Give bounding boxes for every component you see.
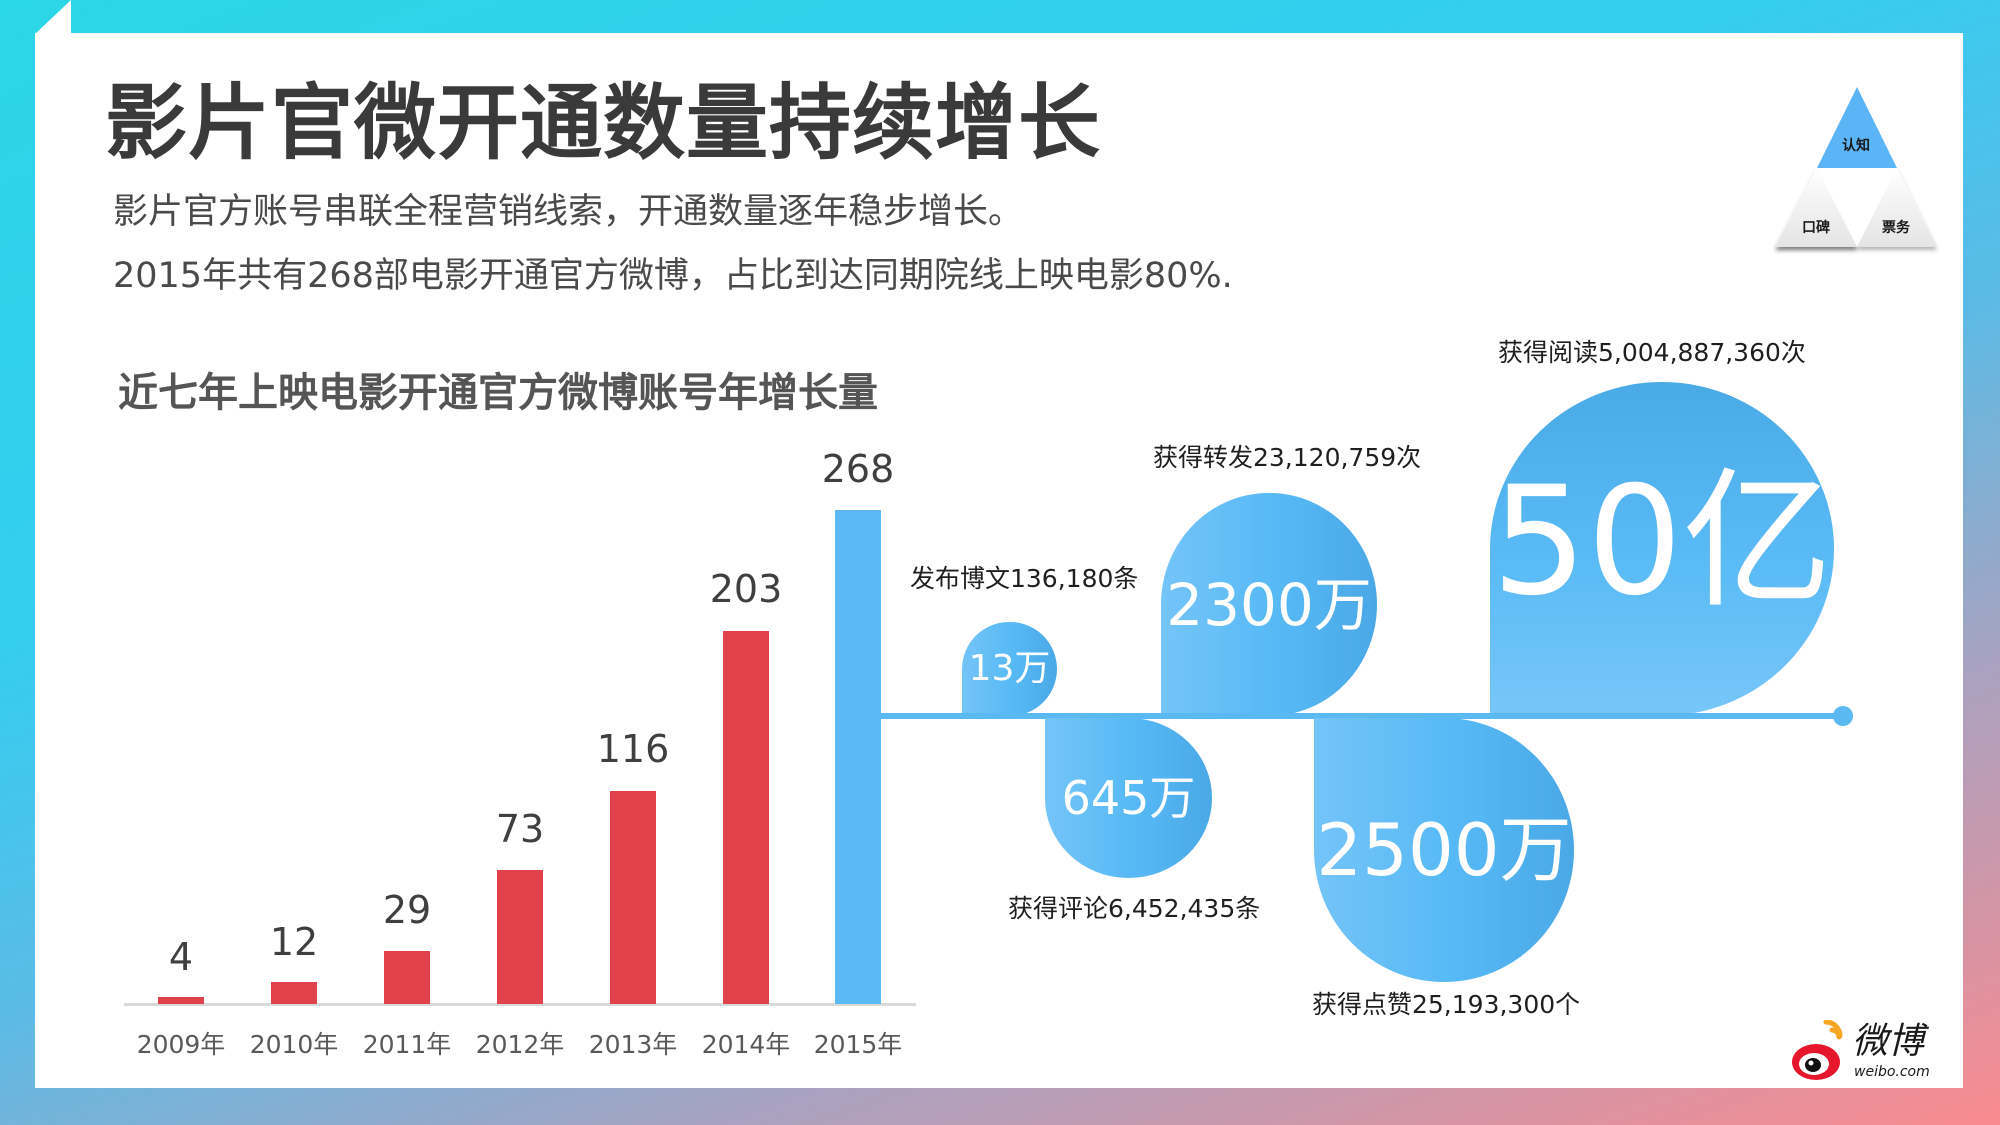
bar-2013 [610, 791, 656, 1004]
pyramid-label-reputation: 口碑 [1802, 220, 1830, 236]
x-axis-line [124, 1003, 916, 1006]
subtitle-line-1: 影片官方账号串联全程营销线索，开通数量逐年稳步增长。 [113, 192, 1024, 232]
bar-value-2009: 4 [168, 935, 194, 979]
year-label-2009: 2009年 [136, 1030, 226, 1059]
bar-value-2014: 203 [709, 567, 783, 611]
bar-value-2010: 12 [269, 920, 319, 964]
stat-bubble-posts: 13万 [962, 622, 1057, 716]
year-label-2014: 2014年 [701, 1030, 791, 1059]
weibo-logo-domain: weibo.com [1854, 1064, 1930, 1080]
stat-bubble-reposts: 2300万 [1161, 493, 1377, 716]
weibo-logo-text: 微博 [1852, 1021, 1925, 1062]
year-label-2010: 2010年 [249, 1030, 339, 1059]
year-label-2011: 2011年 [362, 1030, 452, 1059]
stat-label-reads: 获得阅读5,004,887,360次 [1498, 338, 1806, 367]
stat-value-comments: 645万 [1061, 771, 1196, 825]
stat-value-reads: 50亿 [1491, 455, 1833, 629]
pyramid-label-awareness: 认知 [1842, 138, 1870, 154]
pyramid-icon [1775, 87, 1937, 247]
stat-value-posts: 13万 [968, 648, 1051, 689]
stat-bubble-likes: 2500万 [1314, 718, 1574, 982]
year-label-2012: 2012年 [475, 1030, 565, 1059]
bar-2011 [384, 951, 430, 1004]
bar-2012 [497, 870, 543, 1004]
bar-value-2011: 29 [382, 888, 432, 932]
year-label-2015: 2015年 [813, 1030, 903, 1059]
page-title: 影片官微开通数量持续增长 [105, 76, 1102, 171]
weibo-eye-icon [1792, 1020, 1843, 1080]
stat-label-likes: 获得点赞25,193,300个 [1312, 990, 1581, 1019]
timeline-end-dot [1833, 706, 1853, 726]
corner-accent [35, 0, 71, 34]
stat-label-reposts: 获得转发23,120,759次 [1153, 443, 1422, 472]
timeline-axis [880, 713, 1842, 719]
stat-value-reposts: 2300万 [1166, 570, 1372, 639]
stat-bubble-reads: 50亿 [1490, 382, 1834, 716]
stat-label-comments: 获得评论6,452,435条 [1008, 894, 1261, 923]
stat-value-likes: 2500万 [1316, 808, 1572, 892]
stat-bubble-comments: 645万 [1045, 718, 1212, 878]
bar-value-2012: 73 [495, 807, 545, 851]
chart-title: 近七年上映电影开通官方微博账号年增长量 [118, 370, 878, 416]
subtitle-line-2: 2015年共有268部电影开通官方微博，占比到达同期院线上映电影80%. [113, 256, 1233, 296]
bar-2010 [271, 982, 317, 1004]
bar-value-2013: 116 [596, 727, 670, 771]
year-label-2013: 2013年 [588, 1030, 678, 1059]
stat-label-posts: 发布博文136,180条 [910, 564, 1139, 593]
bar-value-2015: 268 [821, 447, 895, 491]
weibo-logo: 微博 weibo.com [1790, 1020, 1940, 1086]
bar-2014 [723, 631, 769, 1004]
bar-2015 [835, 510, 881, 1004]
bar-2009 [158, 997, 204, 1004]
pyramid-label-ticketing: 票务 [1882, 220, 1910, 236]
pyramid-diagram: 认知 口碑 票务 [1772, 85, 1940, 255]
